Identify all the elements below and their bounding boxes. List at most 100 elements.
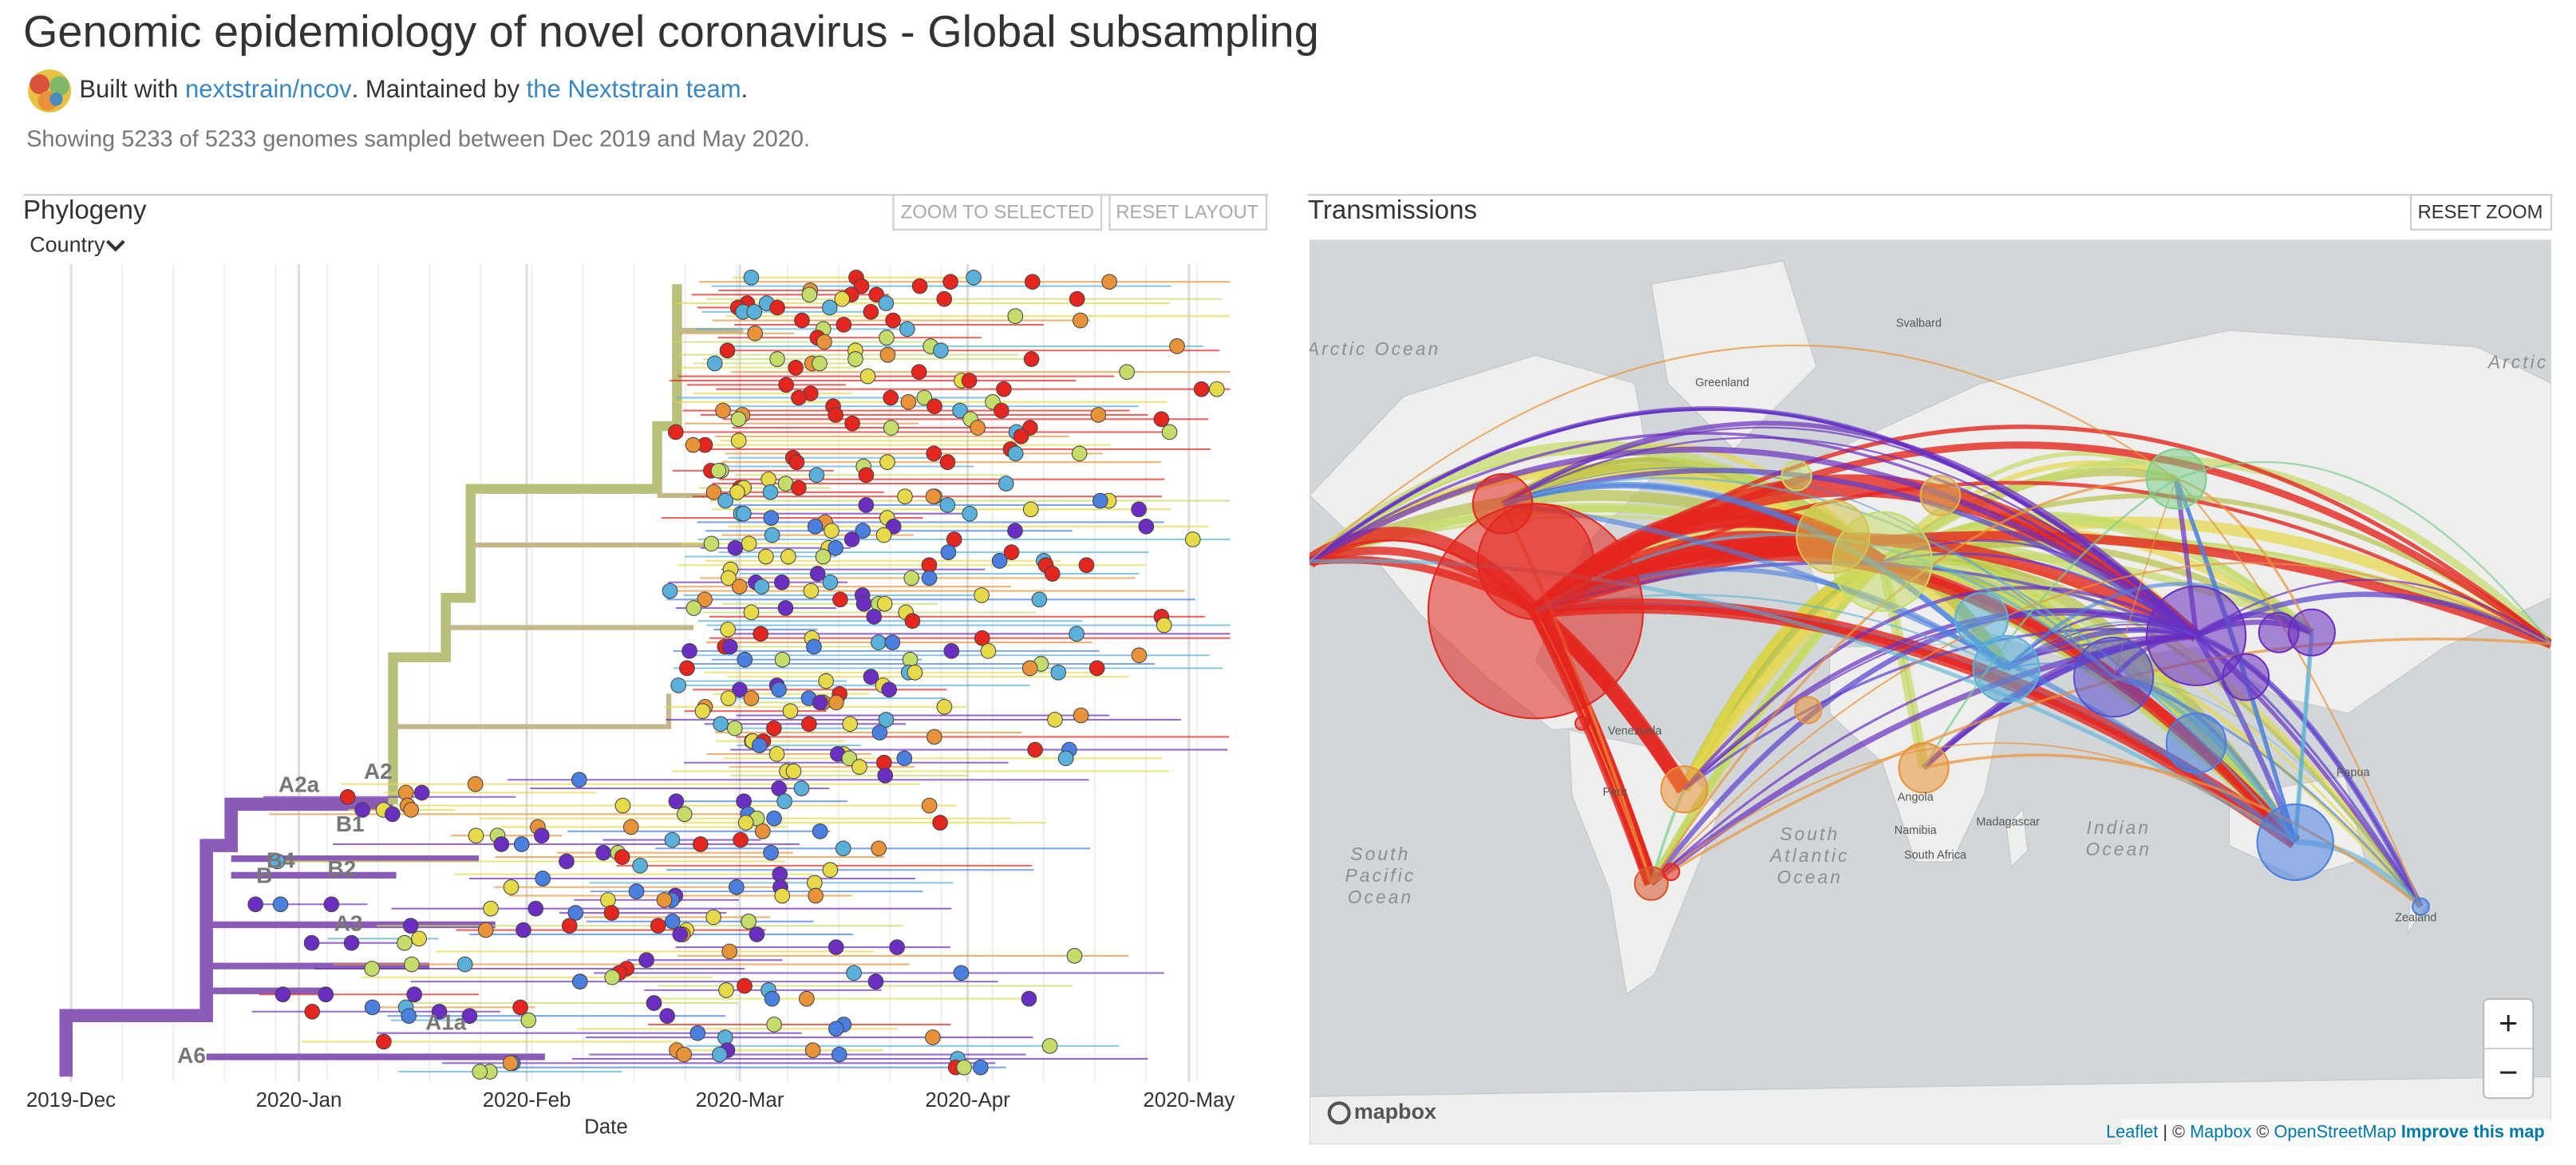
transmission	[1501, 421, 2199, 638]
tip	[926, 729, 942, 745]
tip	[719, 342, 736, 359]
link[interactable]: Leaflet	[2106, 1121, 2158, 1141]
tip	[741, 535, 757, 552]
tip	[884, 634, 901, 650]
x-tick-label: 2020-Feb	[483, 1089, 571, 1112]
map-label: Arctic	[2487, 351, 2548, 372]
tip	[656, 892, 673, 908]
tip	[561, 918, 578, 934]
tip	[1119, 364, 1135, 380]
tip	[771, 681, 787, 698]
tip	[812, 823, 828, 839]
zoom-in[interactable]: +	[2499, 1005, 2518, 1041]
tip	[778, 377, 794, 393]
tip	[272, 896, 289, 913]
link[interactable]: nextstrain/ncov	[185, 75, 352, 103]
link[interactable]: Improve this map	[2401, 1121, 2545, 1141]
x-tick-label: 2020-Mar	[696, 1089, 784, 1112]
attribution-text: | ©	[2163, 1121, 2185, 1141]
tip	[858, 467, 875, 484]
button[interactable]: ZOOM TO SELECTED	[892, 194, 1103, 231]
map-label: Ocean	[1348, 887, 1414, 907]
tip	[1071, 445, 1088, 462]
tip	[859, 368, 876, 385]
button[interactable]: RESET LAYOUT	[1108, 194, 1268, 231]
tip	[875, 527, 892, 543]
tip	[878, 295, 895, 311]
attribution-bg	[2121, 1120, 2551, 1145]
tip	[812, 355, 828, 372]
tip	[646, 995, 662, 1011]
link[interactable]: the Nextstrain team	[527, 75, 741, 103]
dropdown[interactable]: Country	[30, 233, 125, 257]
tip	[1184, 531, 1201, 547]
zoom-out[interactable]: −	[2499, 1054, 2518, 1091]
tip	[846, 965, 862, 981]
map-label: Atlantic	[1768, 845, 1849, 866]
tip	[746, 304, 763, 320]
tip	[737, 651, 753, 668]
mapbox-logo[interactable]: mapbox	[1327, 1100, 1436, 1125]
tip	[1003, 544, 1020, 560]
tip	[916, 389, 933, 406]
tip	[952, 402, 968, 419]
map-label: Peru	[1602, 786, 1627, 799]
tip	[1024, 274, 1041, 290]
tip	[571, 772, 587, 788]
tip	[921, 797, 938, 814]
tip	[1007, 308, 1024, 325]
tip	[980, 643, 997, 659]
tip	[705, 909, 721, 926]
transmission	[1309, 432, 2198, 638]
tip	[925, 1029, 941, 1045]
tip	[477, 922, 494, 938]
tip	[1021, 990, 1037, 1007]
tip	[926, 398, 942, 415]
button[interactable]: RESET ZOOM	[2410, 194, 2552, 231]
map[interactable]: Arctic Ocean Greenland Svalbard Arctic South…	[1306, 239, 2551, 1145]
tip	[1021, 660, 1038, 677]
map-label: Namibia	[1894, 824, 1938, 837]
tip	[991, 553, 1008, 569]
tip	[1092, 492, 1108, 509]
tip	[1078, 557, 1095, 574]
transmission	[1502, 483, 2009, 671]
tip	[816, 334, 832, 350]
tip	[697, 591, 713, 608]
location	[2256, 803, 2334, 882]
tip	[897, 488, 913, 505]
tip	[727, 539, 744, 556]
dropdown-label: Country	[30, 233, 105, 257]
tip	[670, 677, 686, 693]
tip	[1088, 660, 1105, 677]
link[interactable]: OpenStreetMap	[2274, 1121, 2396, 1141]
tip	[844, 415, 860, 432]
location	[1634, 866, 1669, 901]
link[interactable]: Mapbox	[2190, 1121, 2251, 1141]
tip	[711, 1046, 728, 1063]
tip	[604, 969, 621, 985]
tip	[720, 690, 737, 706]
tip	[743, 604, 760, 621]
tip	[729, 484, 745, 500]
map-label: Madagascar	[1976, 816, 2040, 828]
clade-label: A3	[334, 910, 363, 935]
tip	[835, 840, 851, 857]
clade-label: A1a	[425, 1009, 467, 1034]
tip	[1013, 428, 1029, 444]
attribution-text: ©	[2256, 1121, 2269, 1141]
tip	[406, 986, 423, 1003]
tip	[921, 570, 938, 586]
tip	[614, 849, 630, 865]
tip	[1169, 338, 1185, 354]
tip	[732, 579, 748, 594]
tip	[1072, 312, 1088, 329]
tip	[1138, 519, 1155, 535]
tip	[883, 389, 899, 406]
transmission	[2175, 478, 2422, 907]
clade-label: B2	[327, 856, 356, 881]
tip	[703, 535, 720, 552]
tip	[1047, 712, 1063, 728]
tip	[520, 1012, 537, 1029]
map-label: Zealand	[2395, 911, 2436, 924]
